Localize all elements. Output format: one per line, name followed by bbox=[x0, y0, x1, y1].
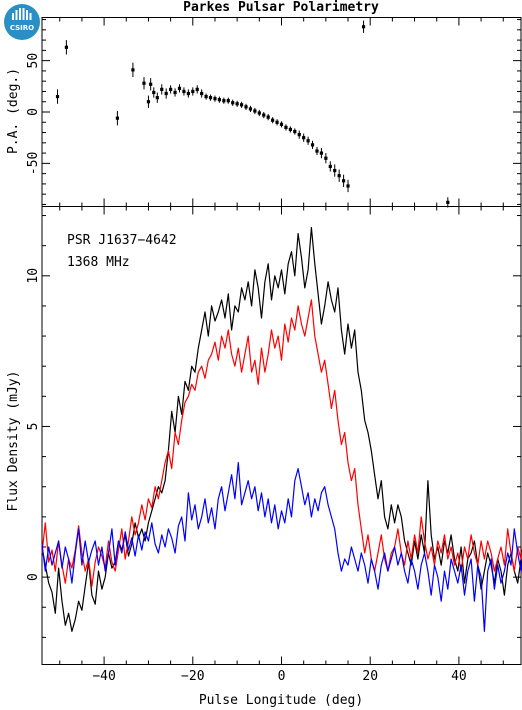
pa-y-axis-label: P.A. (deg.) bbox=[6, 68, 21, 154]
pa-point bbox=[239, 101, 244, 108]
pa-point bbox=[324, 153, 328, 164]
pa-point bbox=[142, 77, 146, 90]
pa-point bbox=[319, 147, 324, 159]
csiro-logo-text: CSIRO bbox=[10, 24, 34, 32]
pa-point bbox=[306, 136, 310, 145]
pa-point bbox=[361, 20, 366, 33]
pa-point bbox=[244, 103, 248, 110]
x-axis-label: Pulse Longitude (deg) bbox=[199, 693, 363, 708]
pa-point bbox=[64, 40, 68, 55]
pa-y-tick-label: 0 bbox=[26, 108, 41, 116]
flux-series-circular bbox=[41, 462, 522, 633]
pa-data-points bbox=[55, 20, 450, 208]
pa-point bbox=[266, 114, 270, 121]
pa-point bbox=[169, 85, 173, 94]
pa-point bbox=[173, 88, 177, 97]
pa-point bbox=[302, 133, 306, 142]
pa-point bbox=[177, 84, 182, 93]
pa-point bbox=[115, 110, 119, 126]
x-tick-label: 0 bbox=[278, 669, 286, 684]
pa-point bbox=[217, 96, 222, 103]
chart-title: Parkes Pulsar Polarimetry bbox=[183, 0, 379, 15]
pa-point bbox=[155, 92, 159, 103]
flux-y-axis-label: Flux Density (mJy) bbox=[6, 371, 21, 512]
pa-point bbox=[310, 140, 315, 149]
pa-point bbox=[341, 174, 346, 187]
pa-point bbox=[164, 88, 168, 99]
pa-point bbox=[328, 161, 332, 172]
pa-point bbox=[152, 87, 156, 98]
x-tick-label: −40 bbox=[92, 669, 115, 684]
pa-point bbox=[213, 95, 217, 102]
flux-series-linear bbox=[41, 299, 522, 587]
csiro-logo-circle bbox=[4, 4, 40, 40]
pa-point bbox=[222, 97, 226, 104]
pulsar-name-annotation: PSR J1637−4642 bbox=[67, 233, 177, 248]
pa-point bbox=[248, 105, 253, 112]
pa-y-tick-label: -50 bbox=[26, 152, 41, 175]
pa-point bbox=[235, 100, 239, 107]
pa-point bbox=[279, 121, 284, 128]
pa-point bbox=[55, 89, 60, 104]
flux-series-lines bbox=[41, 227, 522, 633]
x-tick-label: 40 bbox=[451, 669, 467, 684]
pa-panel-frame bbox=[41, 17, 522, 207]
pa-point bbox=[186, 89, 190, 98]
pa-point bbox=[262, 112, 266, 119]
pa-axis-ticks: -50 0 50 bbox=[26, 17, 521, 207]
pa-point bbox=[160, 84, 164, 95]
flux-y-tick-label: 10 bbox=[26, 268, 41, 284]
flux-axis-ticks: 0 5 10 −40 −20 0 20 40 bbox=[26, 206, 521, 684]
flux-y-tick-label: 0 bbox=[26, 573, 41, 581]
pa-point bbox=[275, 119, 279, 126]
frequency-annotation: 1368 MHz bbox=[67, 255, 130, 270]
pa-point bbox=[288, 126, 292, 133]
pa-point bbox=[297, 130, 301, 139]
pa-point bbox=[146, 95, 151, 108]
pa-point bbox=[346, 179, 350, 193]
pa-point bbox=[271, 117, 275, 124]
pa-point bbox=[231, 99, 235, 106]
pa-point bbox=[200, 89, 204, 98]
pa-point bbox=[333, 164, 337, 177]
pa-point bbox=[337, 169, 341, 182]
x-tick-label: −20 bbox=[181, 669, 204, 684]
pa-point bbox=[191, 87, 195, 96]
pa-point bbox=[208, 94, 213, 101]
pa-point bbox=[253, 107, 257, 115]
pa-y-tick-label: 50 bbox=[26, 53, 41, 69]
pa-point bbox=[195, 85, 199, 94]
pa-point bbox=[315, 146, 319, 156]
pa-point bbox=[293, 128, 297, 135]
pa-point bbox=[182, 87, 186, 96]
pa-point bbox=[204, 93, 208, 100]
flux-panel-frame bbox=[41, 206, 522, 665]
x-tick-label: 20 bbox=[362, 669, 378, 684]
pa-point bbox=[446, 197, 450, 208]
pa-point bbox=[284, 124, 288, 131]
flux-y-tick-label: 5 bbox=[26, 423, 41, 431]
csiro-logo: CSIRO bbox=[4, 4, 40, 40]
pa-point bbox=[131, 62, 135, 78]
pa-point bbox=[149, 78, 153, 91]
pa-point bbox=[226, 97, 230, 104]
pa-point bbox=[257, 109, 261, 117]
